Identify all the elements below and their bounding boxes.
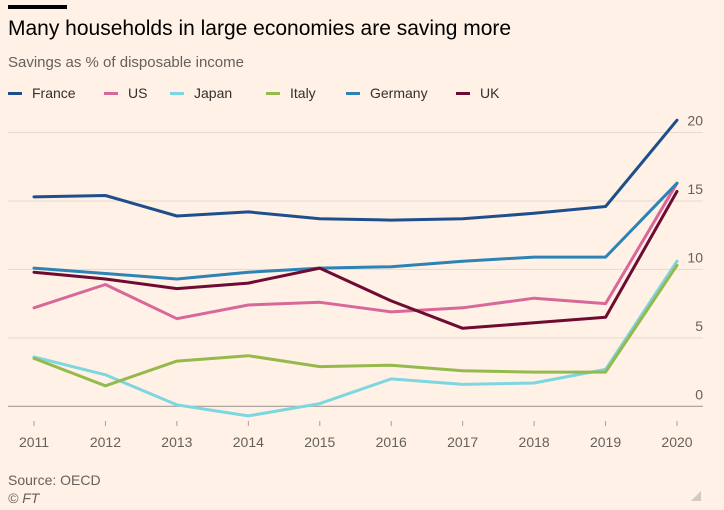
x-tick-label-2017: 2017 [447,434,478,450]
legend-swatch [8,91,22,95]
series-line-japan [32,259,679,418]
x-tick-label-2012: 2012 [90,434,121,450]
series-line-us [32,181,679,321]
copyright-note: © FT [8,490,40,506]
legend-item-italy: Italy [266,85,316,101]
legend-label: France [32,85,76,101]
legend-item-germany: Germany [346,85,428,101]
y-tick-label-10: 10 [687,249,703,265]
source-note: Source: OECD [8,472,101,488]
legend-item-france: France [8,85,76,101]
x-tick-label-2014: 2014 [233,434,264,450]
x-tick-label-2018: 2018 [519,434,550,450]
legend-swatch [104,91,118,95]
series-line-france [32,118,679,222]
series-line-germany [32,181,679,281]
y-tick-label-0: 0 [695,386,703,402]
y-tick-label-5: 5 [695,318,703,334]
legend-label: Italy [290,85,316,101]
x-tick-label-2011: 2011 [19,434,49,450]
series-line-uk [32,189,679,330]
series-line-italy [32,263,679,388]
resize-corner-icon [691,491,701,501]
legend-label: Germany [370,85,428,101]
chart-legend: France US Japan Italy Germany UK [8,85,708,103]
legend-item-japan: Japan [170,85,232,101]
legend-swatch [346,91,360,95]
legend-swatch [266,91,280,95]
legend-label: US [128,85,148,101]
legend-swatch [456,91,470,95]
legend-item-uk: UK [456,85,499,101]
legend-label: Japan [194,85,233,101]
y-tick-label-15: 15 [687,181,703,197]
x-tick-label-2020: 2020 [661,434,692,450]
x-tick-label-2019: 2019 [590,434,621,450]
legend-swatch [170,91,184,95]
y-tick-label-20: 20 [687,113,703,129]
x-tick-label-2016: 2016 [376,434,407,450]
legend-label: UK [480,85,500,101]
header-accent-bar [8,5,67,9]
chart-subtitle: Savings as % of disposable income [8,54,244,71]
chart-title: Many households in large economies are s… [8,17,512,40]
legend-item-us: US [104,85,147,101]
x-tick-label-2013: 2013 [161,434,192,450]
x-tick-label-2015: 2015 [304,434,335,450]
